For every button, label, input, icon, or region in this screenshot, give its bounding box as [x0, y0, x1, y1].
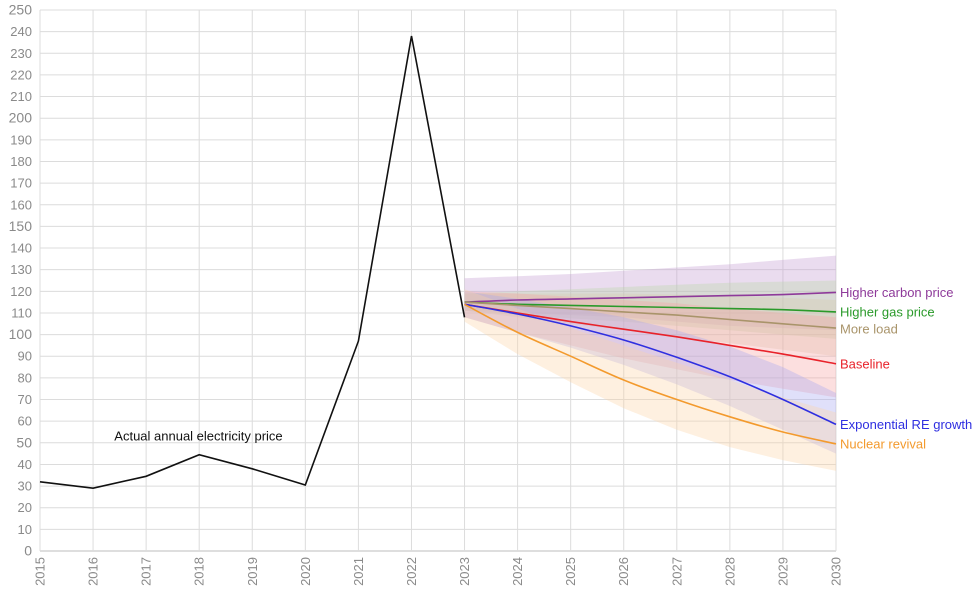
y-tick-label: 140 [10, 241, 32, 256]
x-tick-label: 2030 [829, 557, 844, 586]
grid [39, 9, 837, 552]
x-tick-label: 2017 [139, 557, 154, 586]
confidence-band [464, 291, 836, 398]
y-tick-label: 180 [10, 154, 32, 169]
x-tick-label: 2029 [775, 557, 790, 586]
y-axis-ticks: 0 10 20 30 40 50 60 70 80 90 100 110 120 130 140 150 160… [9, 2, 33, 559]
x-tick-label: 2025 [563, 557, 578, 586]
x-tick-label: 2022 [404, 557, 419, 586]
y-tick-label: 40 [18, 457, 32, 472]
y-tick-label: 110 [11, 305, 32, 320]
y-tick-label: 150 [9, 218, 33, 234]
x-tick-label: 2019 [245, 557, 260, 586]
x-tick-label: 2016 [86, 557, 101, 586]
series-label: Higher gas price [840, 304, 935, 319]
x-tick-label: 2018 [192, 557, 207, 586]
x-axis-ticks: 2015 2016 2017 2018 2019 2020 2021 2022 2023 2024… [33, 557, 844, 586]
series-lines [39, 35, 837, 490]
actual-price-line [39, 35, 466, 490]
x-tick-label: 2026 [616, 557, 631, 586]
y-tick-label: 80 [18, 370, 32, 385]
y-tick-label: 130 [10, 262, 32, 277]
series-line [464, 303, 837, 445]
x-tick-label: 2028 [722, 557, 737, 586]
axes: 0102030405060708090100110120130140150160… [9, 2, 844, 586]
confidence-bands [464, 255, 836, 471]
series-label: Exponential RE growth [840, 417, 972, 432]
confidence-band [464, 289, 836, 471]
y-tick-label: 250 [9, 2, 33, 18]
series-line [464, 303, 837, 426]
series-label: Baseline [840, 356, 890, 371]
series-label: More load [840, 321, 898, 336]
series-line [464, 291, 837, 303]
y-tick-label: 20 [18, 500, 32, 515]
y-tick-label: 200 [9, 110, 33, 126]
x-tick-label: 2027 [669, 557, 684, 586]
y-tick-label: 90 [18, 349, 32, 364]
series-label: Higher carbon price [840, 285, 953, 300]
x-tick-label: 2023 [457, 557, 472, 586]
series-label: Nuclear revival [840, 436, 926, 451]
y-tick-label: 190 [10, 132, 32, 147]
y-tick-label: 210 [10, 89, 32, 104]
series-line [464, 301, 837, 313]
y-tick-label: 170 [10, 176, 32, 191]
y-tick-label: 160 [10, 197, 32, 212]
x-tick-label: 2024 [510, 557, 525, 586]
actual-price-annotation: Actual annual electricity price [114, 428, 282, 443]
y-tick-label: 70 [18, 392, 32, 407]
series-labels: Higher carbon price Higher gas price More … [840, 285, 972, 451]
y-tick-label: 60 [18, 414, 32, 429]
y-tick-label: 220 [10, 67, 32, 82]
confidence-band [464, 291, 836, 454]
y-tick-label: 10 [18, 522, 32, 537]
confidence-band [464, 255, 836, 331]
series-line [464, 301, 837, 329]
series-line [464, 303, 837, 365]
y-tick-label: 120 [10, 284, 32, 299]
y-tick-label: 50 [16, 434, 32, 450]
y-tick-label: 100 [9, 326, 33, 342]
x-tick-label: 2015 [33, 557, 48, 586]
y-tick-label: 0 [24, 543, 32, 559]
y-tick-label: 230 [10, 46, 32, 61]
x-tick-label: 2020 [298, 557, 313, 586]
y-tick-label: 240 [10, 24, 32, 39]
y-tick-label: 30 [18, 479, 32, 494]
x-tick-label: 2021 [351, 557, 366, 586]
